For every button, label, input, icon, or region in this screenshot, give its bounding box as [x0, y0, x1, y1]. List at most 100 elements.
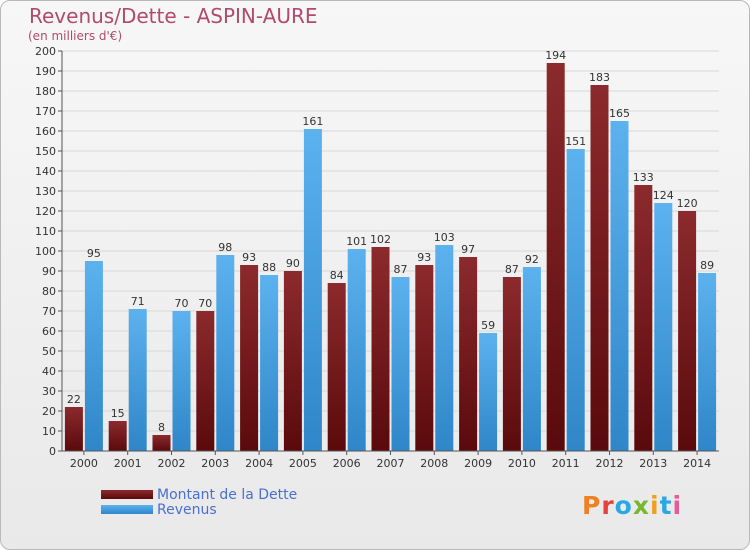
x-tick-label: 2011 [552, 457, 580, 470]
bar-revenus [610, 121, 629, 451]
data-label-debt: 87 [505, 263, 519, 276]
logo-letter: i [672, 491, 683, 520]
x-tick-label: 2013 [639, 457, 667, 470]
legend-item-debt: Montant de la Dette [101, 487, 297, 503]
bar-debt [196, 311, 215, 451]
bar-debt [152, 435, 171, 451]
bar-revenus [698, 273, 717, 451]
y-tick-label: 170 [35, 105, 56, 118]
data-label-debt: 84 [330, 269, 344, 282]
y-tick-label: 190 [35, 65, 56, 78]
x-tick-label: 2004 [245, 457, 273, 470]
legend-label-revenus: Revenus [157, 501, 217, 518]
data-label-revenus: 87 [394, 263, 408, 276]
bar-debt [678, 211, 697, 451]
y-tick-label: 50 [42, 345, 56, 358]
logo-letter: x [632, 491, 650, 520]
data-label-debt: 183 [589, 71, 610, 84]
bar-debt [64, 407, 83, 451]
data-label-revenus: 103 [434, 231, 455, 244]
x-tick-label: 2012 [596, 457, 624, 470]
chart-legend: Montant de la Dette Revenus [101, 487, 297, 518]
y-tick-label: 40 [42, 365, 56, 378]
y-tick-label: 0 [49, 445, 56, 458]
data-label-debt: 90 [286, 257, 300, 270]
bar-revenus [391, 277, 410, 451]
data-label-revenus: 88 [262, 261, 276, 274]
y-tick-label: 120 [35, 205, 56, 218]
x-tick-label: 2005 [289, 457, 317, 470]
data-label-revenus: 101 [346, 235, 367, 248]
data-label-debt: 93 [417, 251, 431, 264]
y-tick-label: 90 [42, 265, 56, 278]
data-label-revenus: 151 [565, 135, 586, 148]
data-label-debt: 70 [198, 297, 212, 310]
data-label-debt: 8 [158, 421, 165, 434]
bar-revenus [216, 255, 235, 451]
bar-revenus [479, 333, 498, 451]
y-tick-label: 100 [35, 245, 56, 258]
data-label-revenus: 70 [175, 297, 189, 310]
y-tick-label: 140 [35, 165, 56, 178]
bar-revenus [84, 261, 103, 451]
bar-revenus [566, 149, 585, 451]
data-label-revenus: 165 [609, 107, 630, 120]
y-tick-label: 200 [35, 45, 56, 58]
chart-title: Revenus/Dette - ASPIN-AURE [29, 4, 318, 28]
data-label-debt: 194 [545, 49, 566, 62]
data-label-debt: 133 [633, 171, 654, 184]
logo-letter: P [582, 491, 602, 520]
bar-debt [546, 63, 565, 451]
data-label-revenus: 71 [131, 295, 145, 308]
bar-revenus [522, 267, 541, 451]
bar-debt [371, 247, 390, 451]
y-tick-label: 80 [42, 285, 56, 298]
bar-debt [502, 277, 521, 451]
x-tick-label: 2007 [377, 457, 405, 470]
legend-swatch-debt [101, 490, 153, 499]
data-label-revenus: 161 [302, 115, 323, 128]
y-tick-label: 180 [35, 85, 56, 98]
data-label-debt: 120 [677, 197, 698, 210]
logo-letter: i [650, 491, 660, 520]
x-tick-label: 2014 [683, 457, 711, 470]
bar-debt [459, 257, 478, 451]
chart-subtitle: (en milliers d'€) [28, 29, 123, 43]
data-label-debt: 15 [111, 407, 125, 420]
logo-letter: t [659, 491, 673, 520]
bar-revenus [128, 309, 147, 451]
data-label-debt: 102 [370, 233, 391, 246]
y-tick-label: 20 [42, 405, 56, 418]
data-label-debt: 22 [67, 393, 81, 406]
data-label-revenus: 124 [653, 189, 674, 202]
bar-revenus [654, 203, 673, 451]
logo-letter: o [614, 491, 633, 520]
bar-revenus [347, 249, 366, 451]
y-tick-label: 30 [42, 385, 56, 398]
x-tick-label: 2003 [201, 457, 229, 470]
y-tick-label: 150 [35, 145, 56, 158]
bar-revenus [435, 245, 454, 451]
logo-letter: r [601, 491, 615, 520]
x-tick-label: 2008 [420, 457, 448, 470]
data-label-revenus: 59 [481, 319, 495, 332]
legend-swatch-revenus [101, 505, 153, 514]
y-tick-label: 70 [42, 305, 56, 318]
bar-debt [590, 85, 609, 451]
x-tick-label: 2001 [114, 457, 142, 470]
data-label-debt: 97 [461, 243, 475, 256]
y-tick-label: 110 [35, 225, 56, 238]
data-label-debt: 93 [242, 251, 256, 264]
y-tick-label: 160 [35, 125, 56, 138]
x-tick-label: 2009 [464, 457, 492, 470]
x-tick-label: 2006 [333, 457, 361, 470]
bar-debt [283, 271, 302, 451]
x-tick-label: 2002 [158, 457, 186, 470]
bar-debt [240, 265, 259, 451]
bar-debt [327, 283, 346, 451]
data-label-revenus: 89 [700, 259, 714, 272]
bar-revenus [172, 311, 191, 451]
data-label-revenus: 98 [218, 241, 232, 254]
y-tick-label: 130 [35, 185, 56, 198]
